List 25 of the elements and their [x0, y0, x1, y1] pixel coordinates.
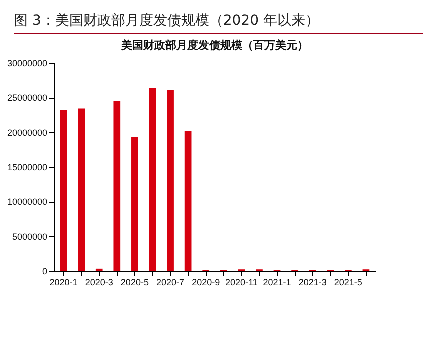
x-tick-label: 2020-3 — [85, 278, 114, 288]
y-tick-label: 25000000 — [7, 93, 48, 104]
x-tick-label: 2020-5 — [120, 278, 149, 288]
x-tick-label: 2020-1 — [50, 278, 78, 288]
bar — [167, 90, 174, 271]
x-tick-label: 2021-5 — [334, 278, 362, 288]
bar — [60, 110, 68, 271]
x-tick-label: 2020-7 — [156, 278, 185, 288]
x-tick-label: 2021-1 — [263, 278, 292, 288]
bar — [149, 88, 156, 271]
chart-title: 图 3：美国财政部月度发债规模（2020 年以来） — [14, 12, 423, 34]
chart-subtitle: 美国财政部月度发债规模（百万美元） — [120, 39, 308, 52]
y-tick-label: 0 — [42, 266, 48, 276]
x-tick-label: 2020-9 — [192, 278, 220, 288]
bar — [184, 130, 192, 271]
y-tick-label: 5000000 — [12, 232, 48, 242]
y-tick-label: 10000000 — [7, 197, 48, 208]
y-tick-label: 30000000 — [7, 58, 48, 68]
y-tick-label: 20000000 — [7, 128, 48, 138]
bar — [132, 137, 138, 271]
bar — [78, 108, 85, 271]
y-tick-label: 15000000 — [7, 162, 48, 172]
x-tick-label: 2020-11 — [226, 278, 258, 288]
bar — [114, 101, 121, 271]
x-tick-label: 2021-3 — [298, 278, 327, 288]
